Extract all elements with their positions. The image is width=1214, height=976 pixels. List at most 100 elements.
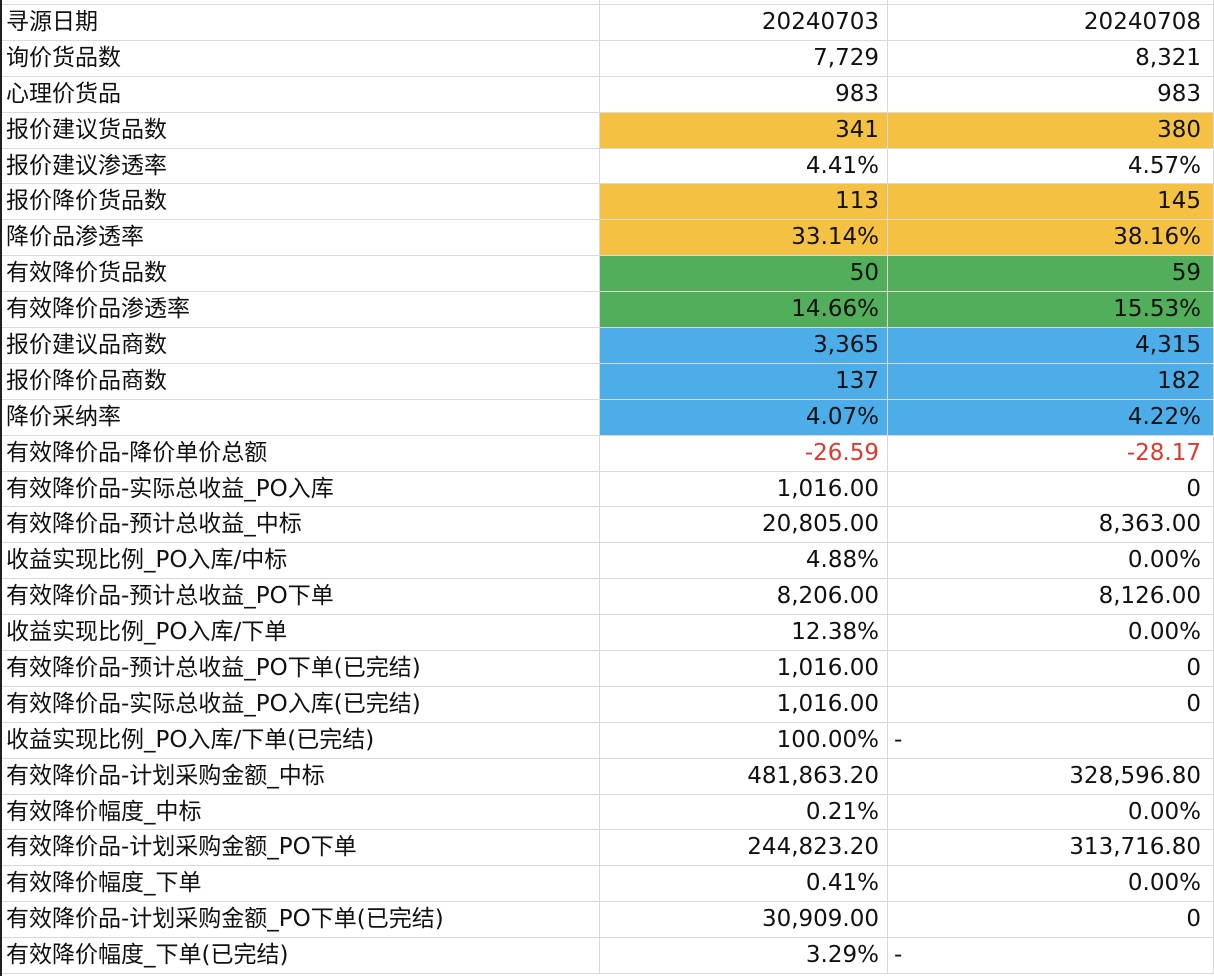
row-label-cell[interactable]: 收益实现比例_PO入库/下单(已完结) <box>0 722 600 759</box>
row-label-cell[interactable]: 报价建议品商数 <box>0 328 600 364</box>
value-cell-20240708[interactable]: - <box>888 722 1214 759</box>
value-cell-20240703[interactable]: 30,909.00 <box>600 902 888 939</box>
value-cell-20240703[interactable]: 3,365 <box>600 328 888 364</box>
table-row: 有效降价幅度_下单(已完结) 3.29% - <box>0 938 1214 975</box>
row-label-cell[interactable]: 降价采纳率 <box>0 399 600 436</box>
value-cell-20240708[interactable]: 0.00% <box>888 615 1214 652</box>
value-cell-20240703[interactable]: 100.00% <box>600 722 888 759</box>
value-cell-20240703[interactable]: 8,206.00 <box>600 579 888 616</box>
value-cell-20240708[interactable]: 0 <box>888 902 1214 939</box>
value-cell-20240708[interactable]: 0 <box>888 471 1214 508</box>
row-label-cell[interactable]: 寻源日期 <box>0 5 600 41</box>
row-label-cell[interactable]: 报价建议渗透率 <box>0 148 600 185</box>
value-cell-20240703[interactable]: 137 <box>600 363 888 400</box>
row-label-cell[interactable]: 有效降价幅度_下单(已完结) <box>0 938 600 975</box>
value-cell-20240708[interactable]: 38.16% <box>888 220 1214 257</box>
value-cell-20240708[interactable]: 59 <box>888 256 1214 293</box>
value-cell-20240703[interactable]: 1,016.00 <box>600 686 888 723</box>
row-label-cell[interactable]: 有效降价品-计划采购金额_中标 <box>0 758 600 795</box>
value-cell-20240708[interactable]: 0 <box>888 686 1214 723</box>
value-cell-20240703[interactable]: -26.59 <box>600 435 888 472</box>
value-cell-20240708[interactable]: 0.00% <box>888 866 1214 903</box>
value-cell-20240703[interactable]: 14.66% <box>600 292 888 329</box>
value-cell-20240708[interactable]: 0.00% <box>888 543 1214 580</box>
value-cell-20240703[interactable]: 3.29% <box>600 938 888 975</box>
row-label-cell[interactable]: 有效降价品-实际总收益_PO入库(已完结) <box>0 686 600 723</box>
table-row: 有效降价品-预计总收益_中标 20,805.00 8,363.00 <box>0 507 1214 544</box>
row-label-cell[interactable]: 有效降价幅度_下单 <box>0 866 600 903</box>
value-cell-20240708[interactable]: 8,363.00 <box>888 507 1214 544</box>
row-label-cell[interactable]: 有效降价幅度_中标 <box>0 794 600 831</box>
value-cell-20240703[interactable]: 4.88% <box>600 543 888 580</box>
value-cell-20240708[interactable]: 4.57% <box>888 148 1214 185</box>
sheet-rows: 寻源日期 20240703 20240708 询价货品数 7,729 8,321 心理价货品… <box>0 5 1214 975</box>
value-cell-20240708[interactable]: 8,321 <box>888 40 1214 77</box>
value-cell-20240703[interactable]: 1,016.00 <box>600 471 888 508</box>
table-row: 询价货品数 7,729 8,321 <box>0 40 1214 77</box>
value-cell-20240708[interactable]: 20240708 <box>888 5 1214 41</box>
row-label-cell[interactable]: 有效降价品渗透率 <box>0 292 600 329</box>
table-row: 有效降价品-预计总收益_PO下单 8,206.00 8,126.00 <box>0 579 1214 616</box>
row-label-cell[interactable]: 有效降价品-降价单价总额 <box>0 435 600 472</box>
value-cell-20240703[interactable]: 341 <box>600 112 888 149</box>
value-cell-20240703[interactable]: 1,016.00 <box>600 651 888 687</box>
table-row: 有效降价品渗透率 14.66% 15.53% <box>0 292 1214 329</box>
value-cell-20240703[interactable]: 7,729 <box>600 40 888 77</box>
table-row: 心理价货品 983 983 <box>0 76 1214 113</box>
row-label-cell[interactable]: 有效降价品-预计总收益_中标 <box>0 507 600 544</box>
value-cell-20240703[interactable]: 113 <box>600 184 888 221</box>
row-label-cell[interactable]: 报价降价货品数 <box>0 184 600 221</box>
value-cell-20240703[interactable]: 0.41% <box>600 866 888 903</box>
row-label-cell[interactable]: 报价建议货品数 <box>0 112 600 149</box>
table-row: 有效降价品-计划采购金额_中标 481,863.20 328,596.80 <box>0 758 1214 795</box>
value-cell-20240708[interactable]: 328,596.80 <box>888 758 1214 795</box>
row-label-cell[interactable]: 有效降价货品数 <box>0 256 600 293</box>
value-cell-20240708[interactable]: 983 <box>888 76 1214 113</box>
row-label-cell[interactable]: 心理价货品 <box>0 76 600 113</box>
row-label-cell[interactable]: 有效降价品-实际总收益_PO入库 <box>0 471 600 508</box>
value-cell-20240703[interactable]: 481,863.20 <box>600 758 888 795</box>
row-label-cell[interactable]: 有效降价品-计划采购金额_PO下单(已完结) <box>0 902 600 939</box>
value-cell-20240708[interactable]: 0 <box>888 651 1214 687</box>
row-label-cell[interactable]: 收益实现比例_PO入库/中标 <box>0 543 600 580</box>
value-cell-20240708[interactable]: 4.22% <box>888 399 1214 436</box>
value-cell-20240703[interactable]: 20,805.00 <box>600 507 888 544</box>
top-strip-cell-b[interactable] <box>600 0 888 5</box>
value-cell-20240703[interactable]: 4.07% <box>600 399 888 436</box>
table-row: 收益实现比例_PO入库/中标 4.88% 0.00% <box>0 543 1214 580</box>
row-label-cell[interactable]: 有效降价品-预计总收益_PO下单(已完结) <box>0 651 600 687</box>
value-cell-20240708[interactable]: -28.17 <box>888 435 1214 472</box>
table-row: 有效降价品-实际总收益_PO入库 1,016.00 0 <box>0 471 1214 508</box>
value-cell-20240703[interactable]: 20240703 <box>600 5 888 41</box>
table-row: 报价降价货品数 113 145 <box>0 184 1214 221</box>
value-cell-20240708[interactable]: 145 <box>888 184 1214 221</box>
value-cell-20240703[interactable]: 4.41% <box>600 148 888 185</box>
table-row: 有效降价货品数 50 59 <box>0 256 1214 293</box>
table-row: 降价采纳率 4.07% 4.22% <box>0 399 1214 436</box>
row-label-cell[interactable]: 有效降价品-预计总收益_PO下单 <box>0 579 600 616</box>
row-label-cell[interactable]: 收益实现比例_PO入库/下单 <box>0 615 600 652</box>
value-cell-20240703[interactable]: 983 <box>600 76 888 113</box>
row-label-cell[interactable]: 报价降价品商数 <box>0 363 600 400</box>
row-label-cell[interactable]: 降价品渗透率 <box>0 220 600 257</box>
table-row: 有效降价幅度_中标 0.21% 0.00% <box>0 794 1214 831</box>
value-cell-20240703[interactable]: 0.21% <box>600 794 888 831</box>
top-strip-cell-a[interactable] <box>0 0 600 5</box>
value-cell-20240708[interactable]: 8,126.00 <box>888 579 1214 616</box>
value-cell-20240708[interactable]: 313,716.80 <box>888 830 1214 867</box>
value-cell-20240708[interactable]: 15.53% <box>888 292 1214 329</box>
value-cell-20240708[interactable]: 380 <box>888 112 1214 149</box>
value-cell-20240708[interactable]: 4,315 <box>888 328 1214 364</box>
value-cell-20240703[interactable]: 244,823.20 <box>600 830 888 867</box>
value-cell-20240708[interactable]: - <box>888 938 1214 975</box>
value-cell-20240703[interactable]: 12.38% <box>600 615 888 652</box>
value-cell-20240708[interactable]: 182 <box>888 363 1214 400</box>
table-row: 有效降价品-计划采购金额_PO下单(已完结) 30,909.00 0 <box>0 902 1214 939</box>
row-label-cell[interactable]: 有效降价品-计划采购金额_PO下单 <box>0 830 600 867</box>
table-row: 报价建议货品数 341 380 <box>0 112 1214 149</box>
row-label-cell[interactable]: 询价货品数 <box>0 40 600 77</box>
value-cell-20240703[interactable]: 33.14% <box>600 220 888 257</box>
value-cell-20240703[interactable]: 50 <box>600 256 888 293</box>
value-cell-20240708[interactable]: 0.00% <box>888 794 1214 831</box>
